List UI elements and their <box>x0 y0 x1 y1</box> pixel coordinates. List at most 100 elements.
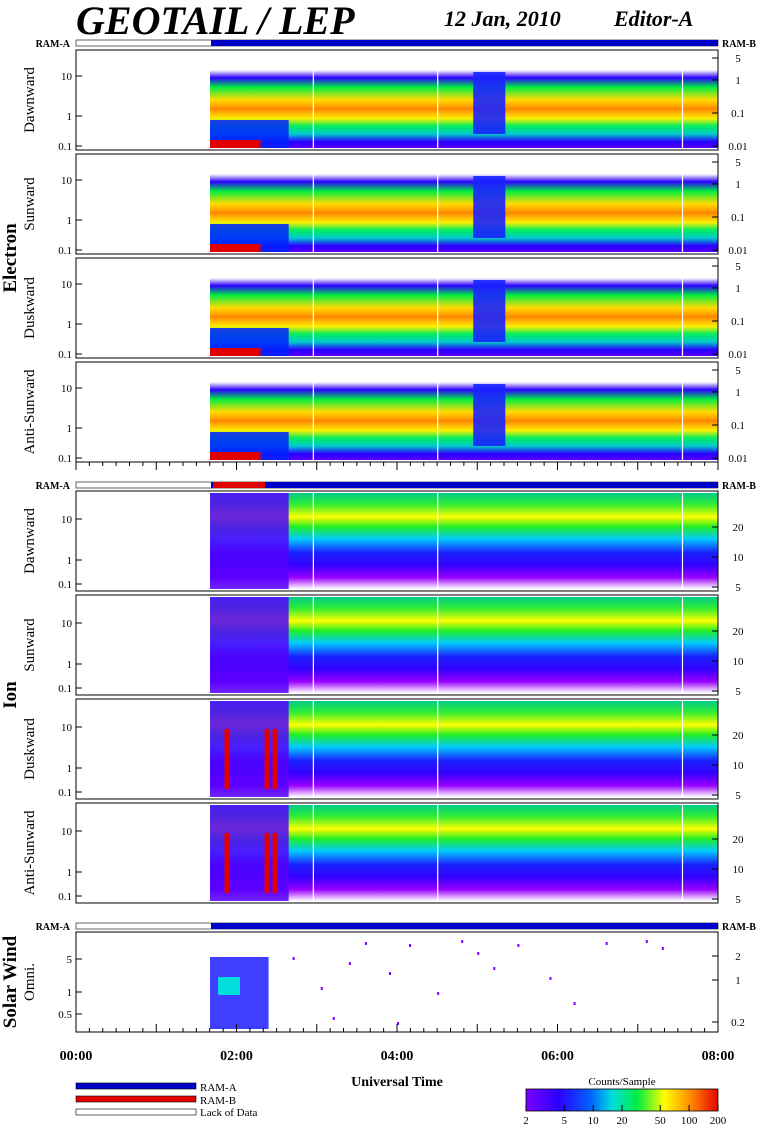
colorbar-title: Counts/Sample <box>588 1076 655 1088</box>
panel-frame <box>75 49 719 151</box>
electron-panel-sunward: 10 1 0.1 5 1 0.1 0.01 Sunward <box>22 153 748 257</box>
solar-wind-sample-point <box>661 947 664 950</box>
solar-wind-panel-omni: 5 1 0.5 2 1 0.2 Omni. <box>22 931 745 1033</box>
legend-label-lack-of-data: Lack of Data <box>200 1107 258 1119</box>
left-tick-label: 10 <box>61 383 73 395</box>
right-tick-label: 0.01 <box>728 245 747 257</box>
spectrogram-body <box>210 382 718 460</box>
ion-burst-streak <box>224 833 230 893</box>
ion-burst-streak <box>264 833 270 893</box>
ion-panel-anti-sunward: 10 1 0.1 20 10 5 Anti-Sunward <box>22 802 745 906</box>
left-tick-label: 10 <box>61 279 73 291</box>
colorbar-tick-label: 100 <box>681 1115 698 1127</box>
left-tick-label: 1 <box>67 215 73 227</box>
left-tick-label: 1 <box>67 319 73 331</box>
early-interval <box>210 493 289 589</box>
electron-panel-anti-sunward: 10 1 0.1 5 1 0.1 0.01 Anti-Sunward <box>22 361 748 465</box>
x-axis-title: Universal Time <box>351 1075 443 1090</box>
ram-b-label: RAM-B <box>722 481 756 492</box>
low-energy-burst <box>210 244 261 252</box>
right-tick-label: 0.01 <box>728 453 747 465</box>
ram-a-label: RAM-A <box>36 922 71 933</box>
right-tick-label: 0.1 <box>731 420 745 432</box>
legend-label-ram-a: RAM-A <box>200 1082 237 1094</box>
right-tick-label: 5 <box>735 157 741 169</box>
data-gap-line <box>437 50 439 150</box>
figure-date: 12 Jan, 2010 <box>444 6 561 31</box>
data-gap-line <box>312 362 314 462</box>
data-gap-line <box>437 699 439 799</box>
ion-burst-streak <box>272 833 278 893</box>
data-gap-line <box>437 491 439 591</box>
flux-dropout <box>473 72 506 134</box>
data-gap-line <box>312 491 314 591</box>
ion-panel-duskward: 10 1 0.1 20 10 5 Duskward <box>22 698 744 802</box>
legend-swatch-lack-of-data <box>75 1108 197 1116</box>
colorbar-tick-label: 20 <box>617 1115 629 1127</box>
left-tick-label: 1 <box>67 763 73 775</box>
left-tick-label: 0.1 <box>58 683 72 695</box>
solar-wind-sample-point <box>364 942 367 945</box>
solar-wind-sample-point <box>605 942 608 945</box>
spectrogram-body <box>210 597 718 693</box>
colorbar-tick-label: 2 <box>523 1115 529 1127</box>
colorbar: Counts/Sample 2 5 10 20 50 100 200 <box>523 1076 727 1127</box>
ram-a-status-bar <box>211 482 718 488</box>
panel-label: Anti-Sunward <box>22 369 38 454</box>
solar-wind-sample-point <box>437 992 440 995</box>
left-tick-label: 1 <box>67 659 73 671</box>
right-tick-label: 5 <box>735 894 741 906</box>
right-tick-label: 0.01 <box>728 141 747 153</box>
data-gap-line <box>681 362 684 462</box>
group-label-solar-wind: Solar Wind <box>0 935 21 1028</box>
right-tick-label: 20 <box>733 834 745 846</box>
spectrogram-body <box>210 805 718 901</box>
left-tick-label: 5 <box>67 954 73 966</box>
left-tick-label: 10 <box>61 826 73 838</box>
electron-panel-duskward: 10 1 0.1 5 1 0.1 0.01 Duskward <box>22 257 748 361</box>
panel-frame <box>75 698 719 800</box>
left-tick-label: 1 <box>67 111 73 123</box>
ram-a-status-bar <box>211 923 718 929</box>
panel-frame <box>75 257 719 359</box>
low-energy-burst <box>210 348 261 356</box>
colorbar-tick-label: 50 <box>655 1115 667 1127</box>
left-tick-label: 0.1 <box>58 579 72 591</box>
ram-legend: RAM-A RAM-B Lack of Data <box>75 1082 258 1119</box>
data-gap-line <box>312 50 314 150</box>
right-tick-label: 20 <box>733 522 745 534</box>
ion-burst-streak <box>264 729 270 789</box>
data-gap-line <box>312 258 314 358</box>
low-energy-burst <box>210 140 261 148</box>
flux-dropout <box>473 280 506 342</box>
spectrogram-body <box>210 278 718 356</box>
panel-label: Sunward <box>22 177 38 231</box>
right-tick-label: 5 <box>735 53 741 65</box>
ion-burst-streak <box>224 729 230 789</box>
ram-bar-electron: RAM-A RAM-B <box>36 39 757 50</box>
right-tick-label: 10 <box>733 552 745 564</box>
panel-label: Dawnward <box>22 67 38 133</box>
spectrogram-body <box>210 174 718 252</box>
ram-bar-ion: RAM-A RAM-B <box>36 481 757 492</box>
right-tick-label: 1 <box>735 975 741 987</box>
right-tick-label: 1 <box>735 283 741 295</box>
right-tick-label: 0.1 <box>731 108 745 120</box>
figure-title: GEOTAIL / LEP <box>76 0 355 43</box>
ion-panel-dawnward: 10 1 0.1 20 10 5 Dawnward <box>22 490 745 594</box>
ram-b-label: RAM-B <box>722 39 756 50</box>
data-gap-line <box>312 699 314 799</box>
low-energy-burst <box>210 452 261 460</box>
left-tick-label: 0.1 <box>58 245 72 257</box>
right-tick-label: 0.1 <box>731 212 745 224</box>
right-tick-label: 1 <box>735 387 741 399</box>
solar-wind-sample-point <box>549 977 552 980</box>
panel-label: Anti-Sunward <box>22 810 38 895</box>
right-tick-label: 0.2 <box>731 1017 745 1029</box>
right-tick-label: 20 <box>733 626 745 638</box>
solar-wind-sample-point <box>573 1002 576 1005</box>
electron-panel-dawnward: 10 1 0.1 5 1 0.1 0.01 Dawnward <box>22 49 748 153</box>
data-gap-line <box>681 699 684 799</box>
left-tick-label: 10 <box>61 618 73 630</box>
panel-frame <box>75 153 719 255</box>
